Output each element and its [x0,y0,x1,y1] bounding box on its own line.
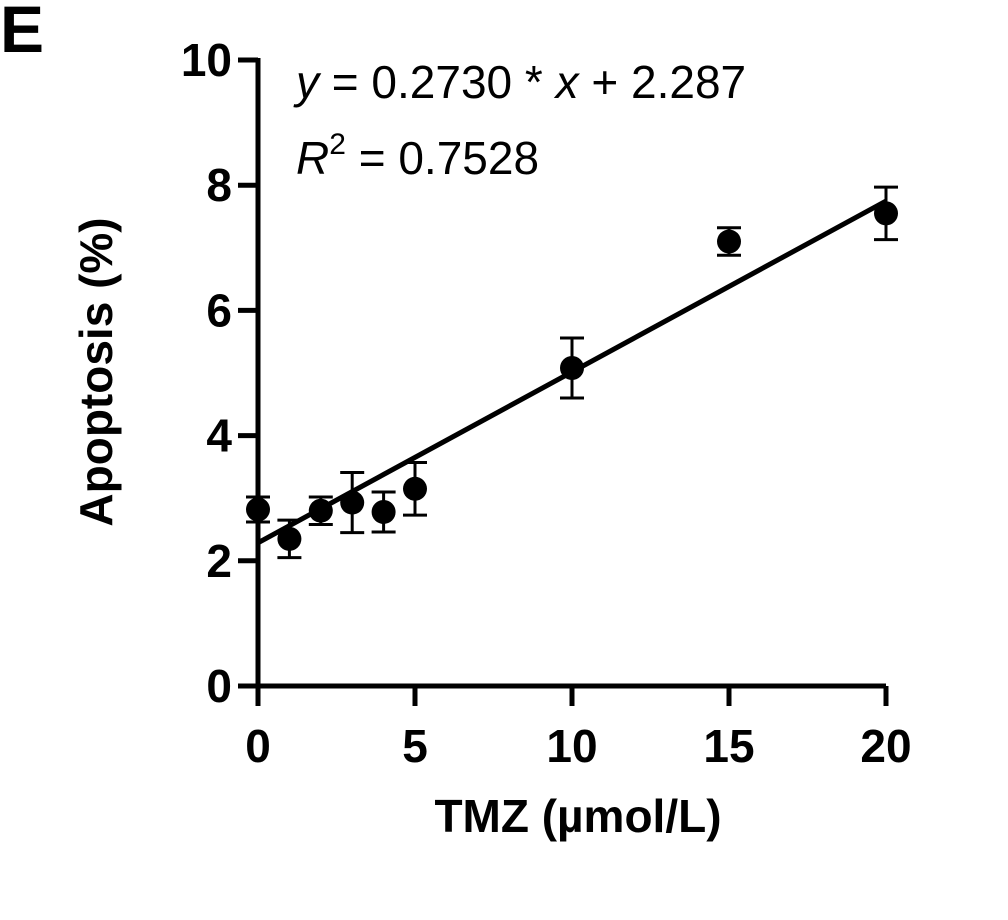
data-point [874,201,898,226]
data-point [340,490,365,515]
eq-middle: = 0.2730 * [319,56,556,108]
r2-superscript: 2 [329,128,346,161]
y-tick-label: 6 [206,284,232,336]
data-point [560,355,584,380]
x-axis-title: TMZ (µmol/L) [434,790,721,842]
y-axis-title: Apoptosis (%) [70,217,122,526]
r-squared-annotation: R2 = 0.7528 [296,128,539,184]
x-tick-label: 20 [860,720,911,772]
r2-tail: = 0.7528 [346,132,539,184]
y-tick-label: 4 [206,410,232,462]
x-tick-label: 10 [546,720,597,772]
y-tick-label: 0 [206,660,232,712]
eq-x-var: x [554,56,581,108]
data-points [246,185,898,560]
r2-r: R [296,132,329,184]
data-point [717,229,741,254]
panel-label: E [0,0,44,66]
y-tick-label: 2 [206,535,232,587]
data-point [246,497,270,522]
eq-y-var: y [293,56,322,108]
equation-annotation: y = 0.2730 * x + 2.287 [293,56,746,108]
x-tick-label: 15 [703,720,754,772]
x-axis-ticks: 0 5 10 15 20 [245,686,912,772]
data-point [371,499,396,524]
data-point [308,498,333,523]
data-point [403,476,427,501]
x-tick-label: 5 [402,720,428,772]
y-tick-label: 10 [181,34,232,86]
y-axis-ticks: 0 2 4 6 8 10 [181,34,258,712]
eq-tail: + 2.287 [579,56,747,108]
x-tick-label: 0 [245,720,271,772]
data-point [277,526,302,551]
y-tick-label: 8 [206,159,232,211]
